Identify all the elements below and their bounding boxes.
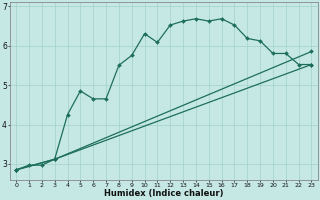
X-axis label: Humidex (Indice chaleur): Humidex (Indice chaleur) bbox=[104, 189, 224, 198]
